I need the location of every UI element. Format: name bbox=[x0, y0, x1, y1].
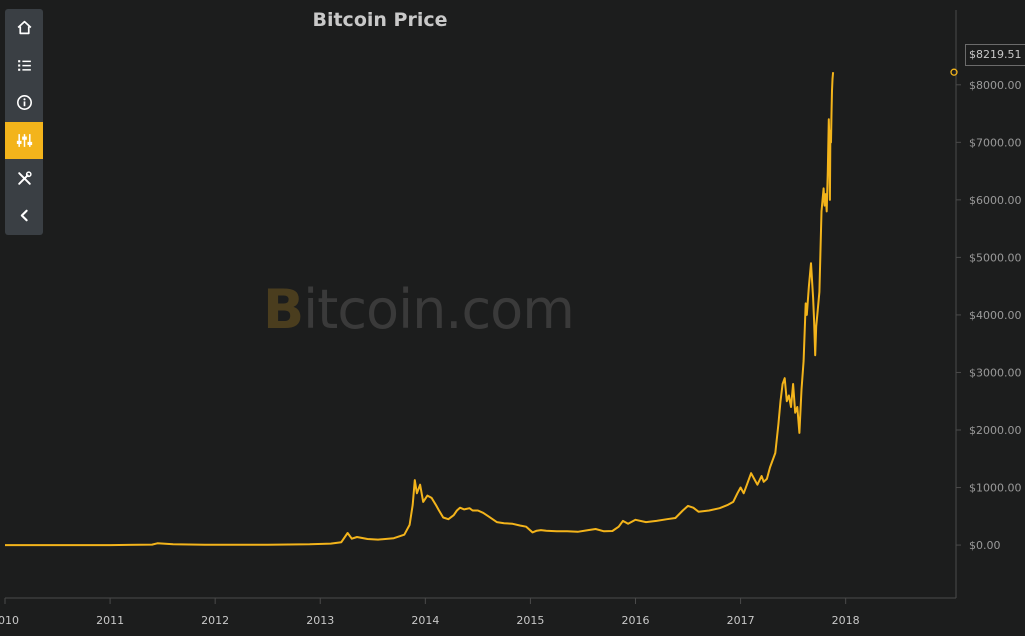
price-line bbox=[5, 72, 835, 547]
list-icon bbox=[17, 60, 31, 71]
last-price-marker bbox=[950, 68, 958, 76]
home-icon bbox=[17, 21, 31, 35]
y-tick-label: $6000.00 bbox=[969, 194, 1022, 207]
watermark-bitcoin-symbol: B bbox=[263, 278, 304, 341]
info-icon bbox=[16, 95, 32, 111]
y-tick-label: $0.00 bbox=[969, 539, 1001, 552]
x-tick-label: 2013 bbox=[306, 614, 334, 627]
x-tick-label: 2014 bbox=[411, 614, 439, 627]
y-tick-label: $8000.00 bbox=[969, 79, 1022, 92]
chart-toolbar bbox=[5, 9, 43, 235]
indicators-button[interactable] bbox=[5, 121, 43, 160]
x-tick-label: 2018 bbox=[832, 614, 860, 627]
y-tick-label: $1000.00 bbox=[969, 482, 1022, 495]
y-tick-label: $2000.00 bbox=[969, 424, 1022, 437]
x-tick-label: 2015 bbox=[516, 614, 544, 627]
watermark-logo: Bitcoin.com bbox=[263, 278, 575, 341]
info-button[interactable] bbox=[5, 84, 43, 122]
watermark-text: itcoin.com bbox=[303, 278, 575, 341]
y-tick-label: $4000.00 bbox=[969, 309, 1022, 322]
x-tick-label: 2010 bbox=[0, 614, 19, 627]
tools-button[interactable] bbox=[5, 159, 43, 197]
collapse-button[interactable] bbox=[5, 197, 43, 235]
chart-title: Bitcoin Price bbox=[312, 9, 448, 31]
tools-icon bbox=[17, 171, 32, 185]
sliders-icon bbox=[16, 134, 32, 147]
last-price-label: $8219.51 bbox=[965, 44, 1025, 66]
y-axis: $0.00 $1000.00 $2000.00 $3000.00 $4000.00 $50… bbox=[955, 10, 1022, 598]
chevron-left-icon bbox=[20, 209, 28, 222]
x-tick-label: 2017 bbox=[727, 614, 755, 627]
x-axis: 2010 2011 2012 2013 2014 2015 2016 2017 2018 bbox=[0, 597, 956, 627]
list-button[interactable] bbox=[5, 47, 43, 85]
y-tick-label: $3000.00 bbox=[969, 366, 1022, 379]
y-tick-label: $5000.00 bbox=[969, 251, 1022, 264]
series-layer bbox=[5, 68, 958, 547]
x-tick-label: 2016 bbox=[621, 614, 649, 627]
home-button[interactable] bbox=[5, 9, 43, 47]
y-tick-label: $7000.00 bbox=[969, 136, 1022, 149]
x-tick-label: 2011 bbox=[96, 614, 124, 627]
x-tick-label: 2012 bbox=[201, 614, 229, 627]
